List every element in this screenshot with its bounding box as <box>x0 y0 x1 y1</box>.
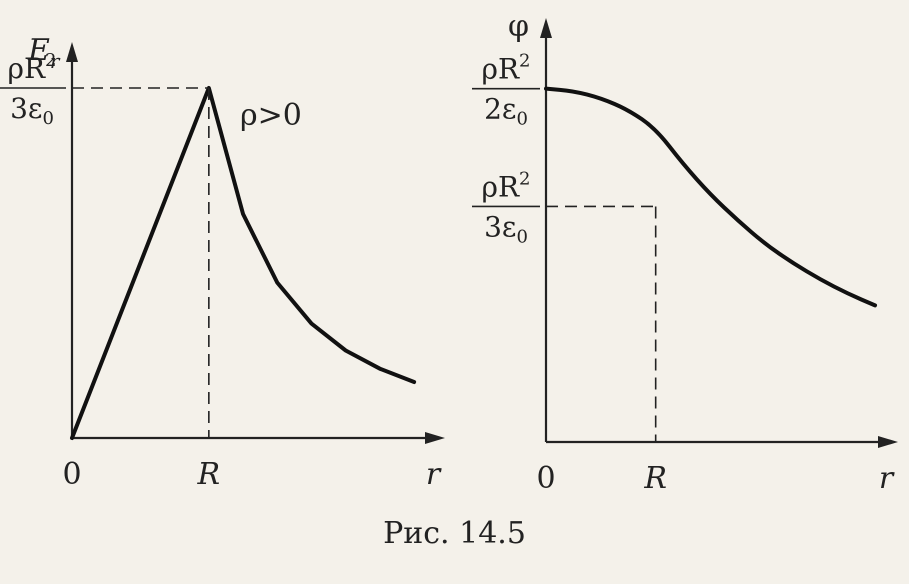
y-axis-label-sub: r <box>50 49 61 73</box>
y-tick-numerator-sup: 2 <box>519 168 530 189</box>
annotation-rho-positive: ρ>0 <box>240 98 302 133</box>
y-tick-denominator: 3ε0 <box>10 92 54 129</box>
y-tick-numerator: ρR2 <box>8 50 57 85</box>
y-tick-fraction-2: ρR2 3ε0 <box>472 168 540 247</box>
x-tick-label-0: 0 <box>62 457 81 492</box>
y-tick-denominator: 2ε0 <box>484 93 528 130</box>
x-axis-arrow <box>878 436 898 448</box>
y-tick-denominator-sub: 0 <box>516 226 527 247</box>
y-axis-arrow <box>540 18 552 38</box>
y-tick-denominator: 3ε0 <box>484 210 528 247</box>
y-tick-fraction-1: ρR2 3ε0 <box>0 50 66 129</box>
y-tick-numerator-sup: 2 <box>45 50 56 71</box>
y-tick-denominator-sub: 0 <box>516 109 527 130</box>
x-tick-label-R: R <box>197 457 221 492</box>
plot-panel-2: ρR2 2ε0 ρR2 3ε0 <box>472 18 898 448</box>
x-tick-label-R: R <box>643 461 667 496</box>
x-axis-label: r <box>426 457 442 492</box>
y-tick-denominator-sub: 0 <box>42 108 53 129</box>
y-tick-numerator: ρR2 <box>482 168 531 203</box>
series-line-1 <box>70 86 417 440</box>
y-tick-numerator: ρR2 <box>482 51 531 86</box>
x-axis-arrow <box>425 432 445 444</box>
x-axis-label: r <box>879 461 895 496</box>
y-axis-label: φ <box>508 9 529 44</box>
series-line-2 <box>544 86 878 308</box>
x-tick-label-0: 0 <box>536 461 555 496</box>
y-tick-numerator-sup: 2 <box>519 51 530 72</box>
y-axis-arrow <box>66 42 78 62</box>
figure-caption: Рис. 14.5 <box>383 516 526 551</box>
y-tick-fraction-1: ρR2 2ε0 <box>472 51 540 130</box>
